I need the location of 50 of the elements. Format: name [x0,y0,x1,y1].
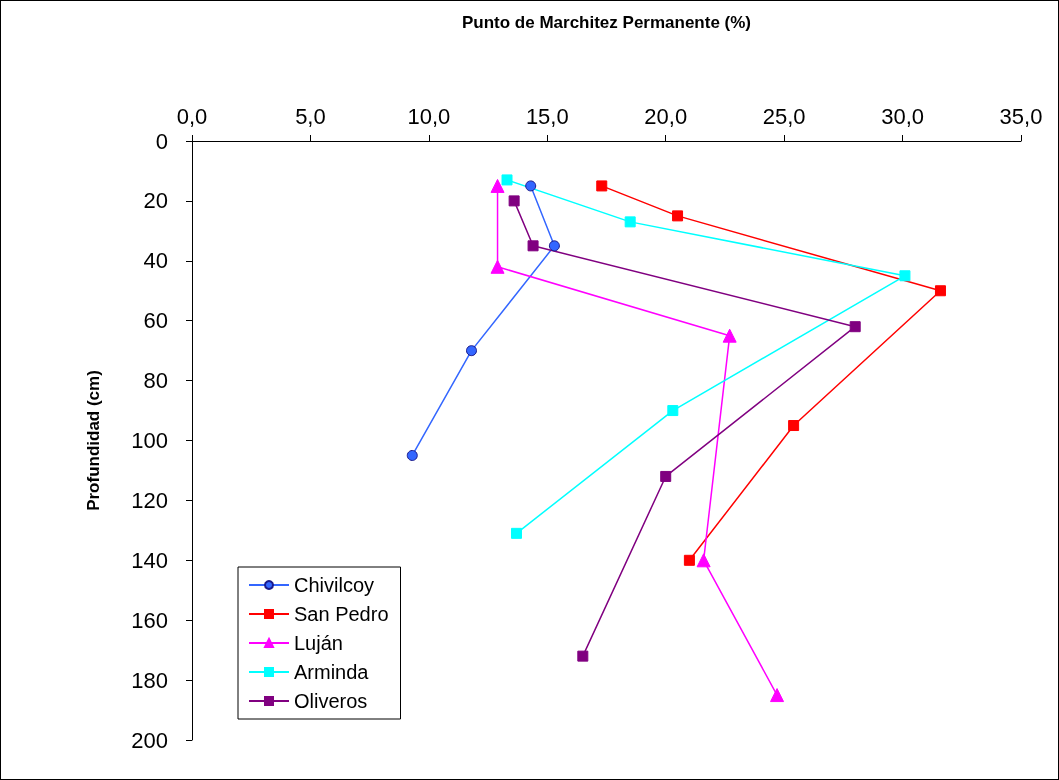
x-tick-label: 0,0 [176,103,208,129]
legend-label: Chivilcoy [294,574,375,596]
point [406,449,418,461]
y-tick-label: 140 [131,547,168,573]
point [624,216,636,228]
legend-label: Oliveros [294,690,368,712]
point [548,240,560,252]
x-tick-label: 35,0 [999,103,1043,129]
y-tick-label: 20 [143,188,168,214]
point [788,420,800,432]
point [527,240,539,252]
y-axis-title: Profundidad (cm) [84,370,103,511]
point [596,180,608,192]
point [683,554,695,566]
point [722,328,737,343]
y-tick-label: 200 [131,727,168,753]
point [660,470,672,482]
y-tick-label: 120 [131,487,168,513]
point [466,345,477,357]
point [899,270,911,282]
x-tick-label: 5,0 [295,103,326,129]
point [577,650,589,662]
x-tick-label: 20,0 [644,103,688,129]
point [508,195,520,207]
x-tick-label: 15,0 [525,103,569,129]
point [672,210,684,222]
x-tick-label: 30,0 [881,103,924,129]
point [667,405,679,417]
x-tick-label: 25,0 [762,103,806,129]
point [696,553,711,568]
y-tick-label: 100 [131,428,168,453]
y-tick-label: 180 [131,667,168,693]
point [501,174,513,186]
point [490,259,505,274]
point [770,688,785,703]
x-tick-label: 10,0 [407,103,451,129]
point [490,178,505,193]
y-tick-label: 40 [143,248,168,274]
point [510,527,522,539]
point [849,321,861,333]
y-tick-label: 160 [131,607,168,633]
y-tick-label: 0 [155,128,168,154]
legend-label: Luján [294,632,343,654]
x-axis-title: Punto de Marchitez Permanente (%) [461,13,752,32]
point [525,180,537,192]
y-tick-label: 80 [143,368,168,394]
legend-label: Arminda [294,661,370,683]
y-tick-label: 60 [143,308,168,334]
legend-label: San Pedro [294,603,389,625]
point [934,285,946,297]
